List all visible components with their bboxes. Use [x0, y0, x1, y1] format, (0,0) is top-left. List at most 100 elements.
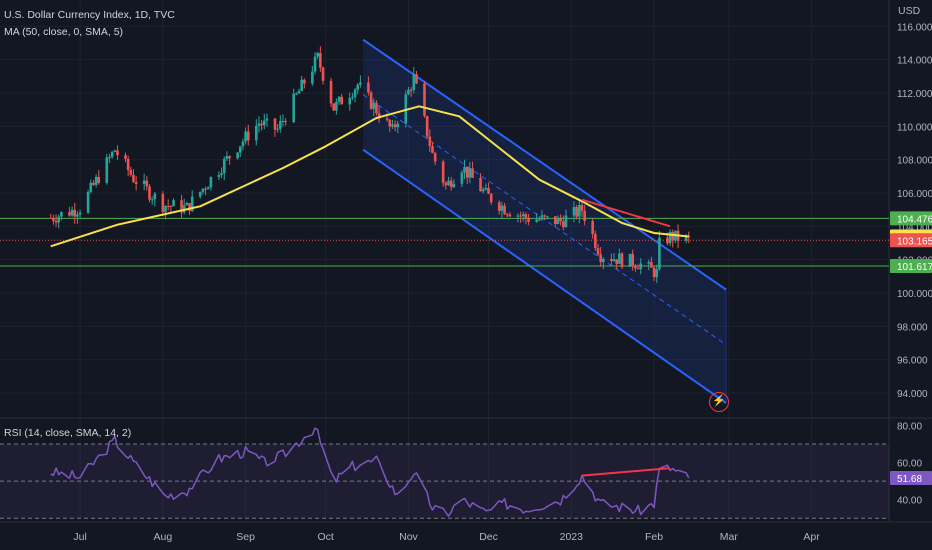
- candle: [636, 264, 640, 270]
- candle-body: [313, 56, 317, 72]
- candle-body: [164, 205, 167, 213]
- candle-body: [78, 212, 82, 215]
- candle: [415, 70, 418, 85]
- candle: [610, 253, 613, 266]
- candle-body: [441, 161, 445, 183]
- y-tick-label: 110.000: [897, 122, 932, 133]
- candle-body: [583, 210, 586, 222]
- price-label-level: 104.476: [890, 211, 932, 226]
- rsi-value-box: [890, 471, 932, 486]
- candle-body: [535, 219, 538, 222]
- x-tick-label: Sep: [236, 531, 255, 543]
- candle-body: [610, 259, 613, 262]
- candle-body: [615, 259, 618, 264]
- candle: [110, 150, 114, 159]
- candle: [388, 118, 392, 132]
- candle: [431, 141, 434, 154]
- candle-body: [145, 180, 149, 187]
- candle-body: [321, 67, 325, 81]
- price-label-text: 103.165: [897, 236, 932, 247]
- rsi-tick-label: 60.00: [897, 459, 922, 470]
- candle-body: [49, 218, 53, 219]
- candle: [503, 202, 506, 215]
- candle: [222, 156, 226, 181]
- candle: [295, 92, 298, 96]
- candle-body: [281, 120, 285, 122]
- candle-body: [86, 191, 90, 213]
- rsi-pane: [0, 427, 889, 519]
- x-tick-label: Oct: [318, 531, 334, 543]
- candle-body: [292, 93, 295, 123]
- candle: [220, 167, 223, 179]
- candle-body: [356, 84, 360, 90]
- candle: [647, 259, 651, 271]
- candle: [236, 152, 239, 160]
- candle: [553, 216, 557, 228]
- candle: [260, 119, 263, 131]
- candle: [217, 171, 221, 181]
- candle-body: [113, 150, 117, 152]
- candle: [484, 183, 488, 191]
- candle: [545, 215, 549, 220]
- candle: [425, 115, 429, 140]
- candle-body: [284, 120, 287, 123]
- candle-body: [580, 205, 584, 211]
- candle-body: [254, 125, 258, 141]
- candle: [129, 166, 133, 177]
- candle: [452, 179, 456, 188]
- rsi-tick-label: 80.00: [897, 421, 922, 432]
- x-tick-label: Nov: [399, 531, 418, 543]
- candle: [94, 174, 98, 188]
- candle: [297, 88, 301, 94]
- candle-body: [460, 172, 464, 184]
- candle-body: [636, 268, 640, 270]
- candle-body: [367, 82, 370, 93]
- candle-body: [433, 152, 437, 162]
- candle-body: [92, 182, 95, 185]
- price-label-box: [890, 211, 932, 226]
- candle: [340, 93, 344, 105]
- candle: [313, 52, 317, 75]
- candle-body: [94, 176, 98, 185]
- candle-body: [505, 214, 509, 216]
- candle: [505, 213, 509, 218]
- candle: [639, 258, 643, 275]
- candle-body: [423, 83, 426, 116]
- candle: [311, 66, 314, 86]
- candle-body: [182, 205, 186, 213]
- price-label-text: 101.617: [897, 262, 932, 273]
- candle: [591, 218, 594, 239]
- candle: [618, 248, 621, 264]
- candle: [113, 149, 117, 153]
- candle: [465, 166, 469, 184]
- candle: [92, 180, 95, 187]
- currency-label: USD: [898, 5, 921, 17]
- candle: [508, 212, 512, 218]
- y-tick-label: 112.000: [897, 89, 932, 100]
- candle: [273, 117, 277, 137]
- candle: [145, 175, 149, 191]
- candle-body: [388, 119, 392, 127]
- candle-body: [236, 152, 239, 159]
- candle: [537, 216, 541, 222]
- candle-body: [108, 157, 111, 159]
- candle: [201, 188, 205, 195]
- candle: [116, 145, 119, 160]
- candle-body: [647, 261, 651, 264]
- candle: [652, 265, 656, 281]
- regression-channel[interactable]: [362, 38, 727, 404]
- lightning-icon[interactable]: ⚡: [709, 392, 729, 412]
- candle: [631, 249, 635, 271]
- candle-body: [52, 218, 55, 221]
- candle-body: [332, 103, 336, 111]
- candle: [367, 76, 370, 96]
- candle-body: [650, 261, 653, 268]
- y-tick-label: 104.000: [897, 222, 932, 233]
- candle: [497, 200, 501, 215]
- candle: [594, 230, 597, 251]
- candle-body: [425, 115, 429, 137]
- candle-body: [559, 217, 562, 222]
- candle-body: [241, 141, 245, 147]
- rsi-indicator-label: RSI (14, close, SMA, 14, 2): [4, 427, 132, 439]
